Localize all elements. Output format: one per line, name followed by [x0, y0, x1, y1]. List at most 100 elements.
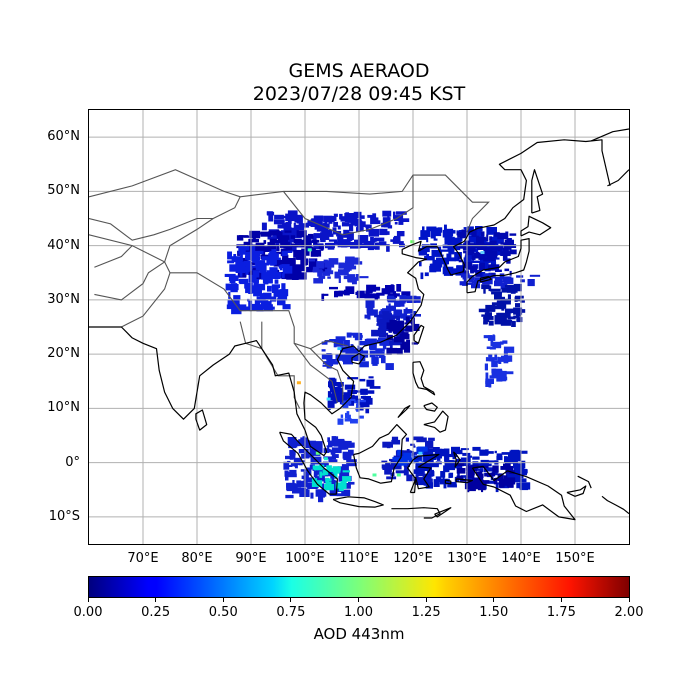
aod-pixel	[401, 291, 411, 297]
aod-pixel	[293, 463, 298, 467]
aod-pixel	[434, 447, 438, 456]
aod-pixel	[477, 239, 485, 245]
aod-pixel	[321, 354, 327, 360]
aod-pixel	[277, 298, 286, 306]
aod-pixel	[333, 221, 338, 227]
aod-pixel	[327, 437, 330, 443]
aod-pixel	[328, 377, 336, 383]
aod-pixel	[491, 370, 503, 378]
aod-pixel	[292, 270, 295, 276]
aod-pixel	[295, 269, 302, 277]
aod-pixel	[256, 260, 266, 267]
aod-pixel	[359, 361, 369, 368]
aod-pixel	[261, 222, 267, 231]
aod-pixel	[394, 302, 401, 307]
aod-pixel	[403, 309, 413, 314]
aod-pixel	[387, 213, 390, 220]
aod-pixel	[414, 451, 418, 455]
aod-pixel	[491, 291, 502, 295]
aod-pixel	[503, 475, 508, 480]
aod-pixel	[386, 476, 397, 480]
aod-pixel	[464, 227, 468, 232]
aod-pixel	[405, 316, 410, 324]
aod-pixel	[395, 470, 406, 474]
aod-pixel	[346, 232, 354, 240]
aod-pixel	[432, 259, 439, 266]
aod-pixel	[245, 267, 249, 275]
aod-pixel	[405, 325, 413, 332]
aod-pixel	[288, 441, 297, 449]
lon-tick-label: 80°E	[181, 551, 213, 566]
aod-pixel	[374, 315, 384, 318]
aod-pixel	[351, 257, 360, 262]
aod-pixel	[520, 300, 525, 303]
aod-pixel	[347, 274, 355, 282]
aod-pixel	[401, 341, 410, 350]
aod-pixel	[383, 219, 387, 222]
aod-pixel	[443, 482, 447, 489]
aod-pixel	[243, 260, 252, 266]
colorbar-tick-label: 1.00	[344, 605, 373, 620]
aod-pixel	[436, 454, 441, 461]
lon-tick-label: 90°E	[235, 551, 267, 566]
aod-pixel	[364, 293, 376, 299]
aod-pixel	[405, 307, 408, 314]
aod-pixel	[335, 336, 346, 341]
aod-pixel	[248, 238, 259, 243]
aod-pixel	[281, 283, 286, 291]
aod-pixel	[349, 223, 354, 232]
aod-pixel	[302, 272, 306, 280]
aod-pixel	[478, 226, 482, 233]
aod-pixel	[442, 229, 447, 238]
aod-pixel	[490, 474, 494, 480]
aod-pixel	[403, 469, 407, 476]
aod-pixel	[316, 227, 322, 232]
aod-pixel	[328, 459, 338, 463]
aod-pixel	[350, 348, 358, 354]
aod-pixel	[507, 483, 510, 488]
aod-pixel	[503, 371, 514, 375]
aod-pixel	[276, 244, 280, 252]
aod-pixel	[234, 297, 239, 300]
aod-pixel	[406, 467, 409, 475]
aod-pixel	[286, 473, 297, 478]
aod-pixel	[444, 466, 455, 471]
aod-pixel	[377, 332, 389, 336]
aod-pixel	[411, 323, 420, 330]
aod-pixel	[503, 277, 514, 285]
aod-pixel	[434, 266, 441, 270]
aod-pixel	[396, 231, 405, 237]
aod-pixel	[253, 293, 258, 297]
aod-pixel	[371, 329, 382, 337]
aod-pixel	[365, 408, 370, 414]
aod-pixel	[263, 274, 273, 281]
aod-pixel	[350, 245, 361, 249]
aod-pixel	[451, 237, 463, 241]
aod-pixel	[483, 335, 492, 339]
aod-pixel	[425, 440, 434, 449]
aod-pixel	[306, 455, 314, 458]
country-border	[282, 175, 414, 236]
aod-pixel	[492, 465, 499, 473]
aod-pixel	[255, 265, 262, 271]
aod-pixel	[298, 449, 309, 454]
aod-retrieval-layer	[224, 210, 541, 503]
aod-pixel	[425, 482, 433, 489]
aod-pixel	[491, 368, 497, 374]
aod-pixel	[433, 479, 440, 487]
aod-pixel	[291, 243, 301, 247]
aod-pixel	[464, 484, 471, 490]
aod-pixel	[471, 283, 481, 289]
aod-pixel	[293, 458, 297, 465]
aod-pixel	[345, 346, 355, 355]
lat-tick-label: 0°	[65, 454, 80, 470]
aod-pixel	[319, 464, 325, 469]
aod-pixel	[382, 217, 391, 226]
aod-pixel	[494, 280, 503, 287]
aod-pixel	[372, 230, 379, 235]
aod-pixel	[282, 265, 293, 274]
aod-pixel	[367, 311, 371, 320]
aod-pixel	[488, 265, 494, 271]
aod-pixel	[271, 285, 279, 293]
aod-pixel	[366, 338, 377, 346]
